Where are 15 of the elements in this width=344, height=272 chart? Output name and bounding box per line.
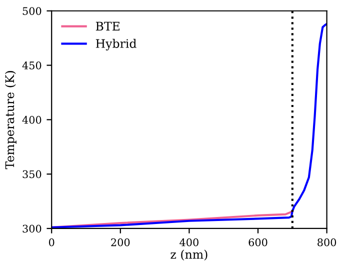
x-tick-label: 400 [180, 238, 198, 246]
x-tick-label: 800 [318, 238, 336, 246]
y-tick-label: 300 [22, 224, 42, 233]
y-tick-label: 450 [22, 62, 42, 70]
line-series [52, 210, 294, 228]
x-tick-label: 0 [48, 238, 54, 246]
x-tick-label: 600 [248, 238, 268, 246]
y-tick-label: 500 [22, 7, 42, 15]
x-tick-label: 200 [111, 238, 130, 246]
legend-label: BTE [96, 22, 120, 30]
y-axis-title: Temperature (K) [5, 71, 16, 170]
y-tick-label: 350 [22, 170, 42, 178]
legend-label: Hybrid [96, 38, 136, 50]
x-axis-title: z (nm) [170, 250, 208, 260]
y-tick-label: 400 [22, 116, 42, 124]
